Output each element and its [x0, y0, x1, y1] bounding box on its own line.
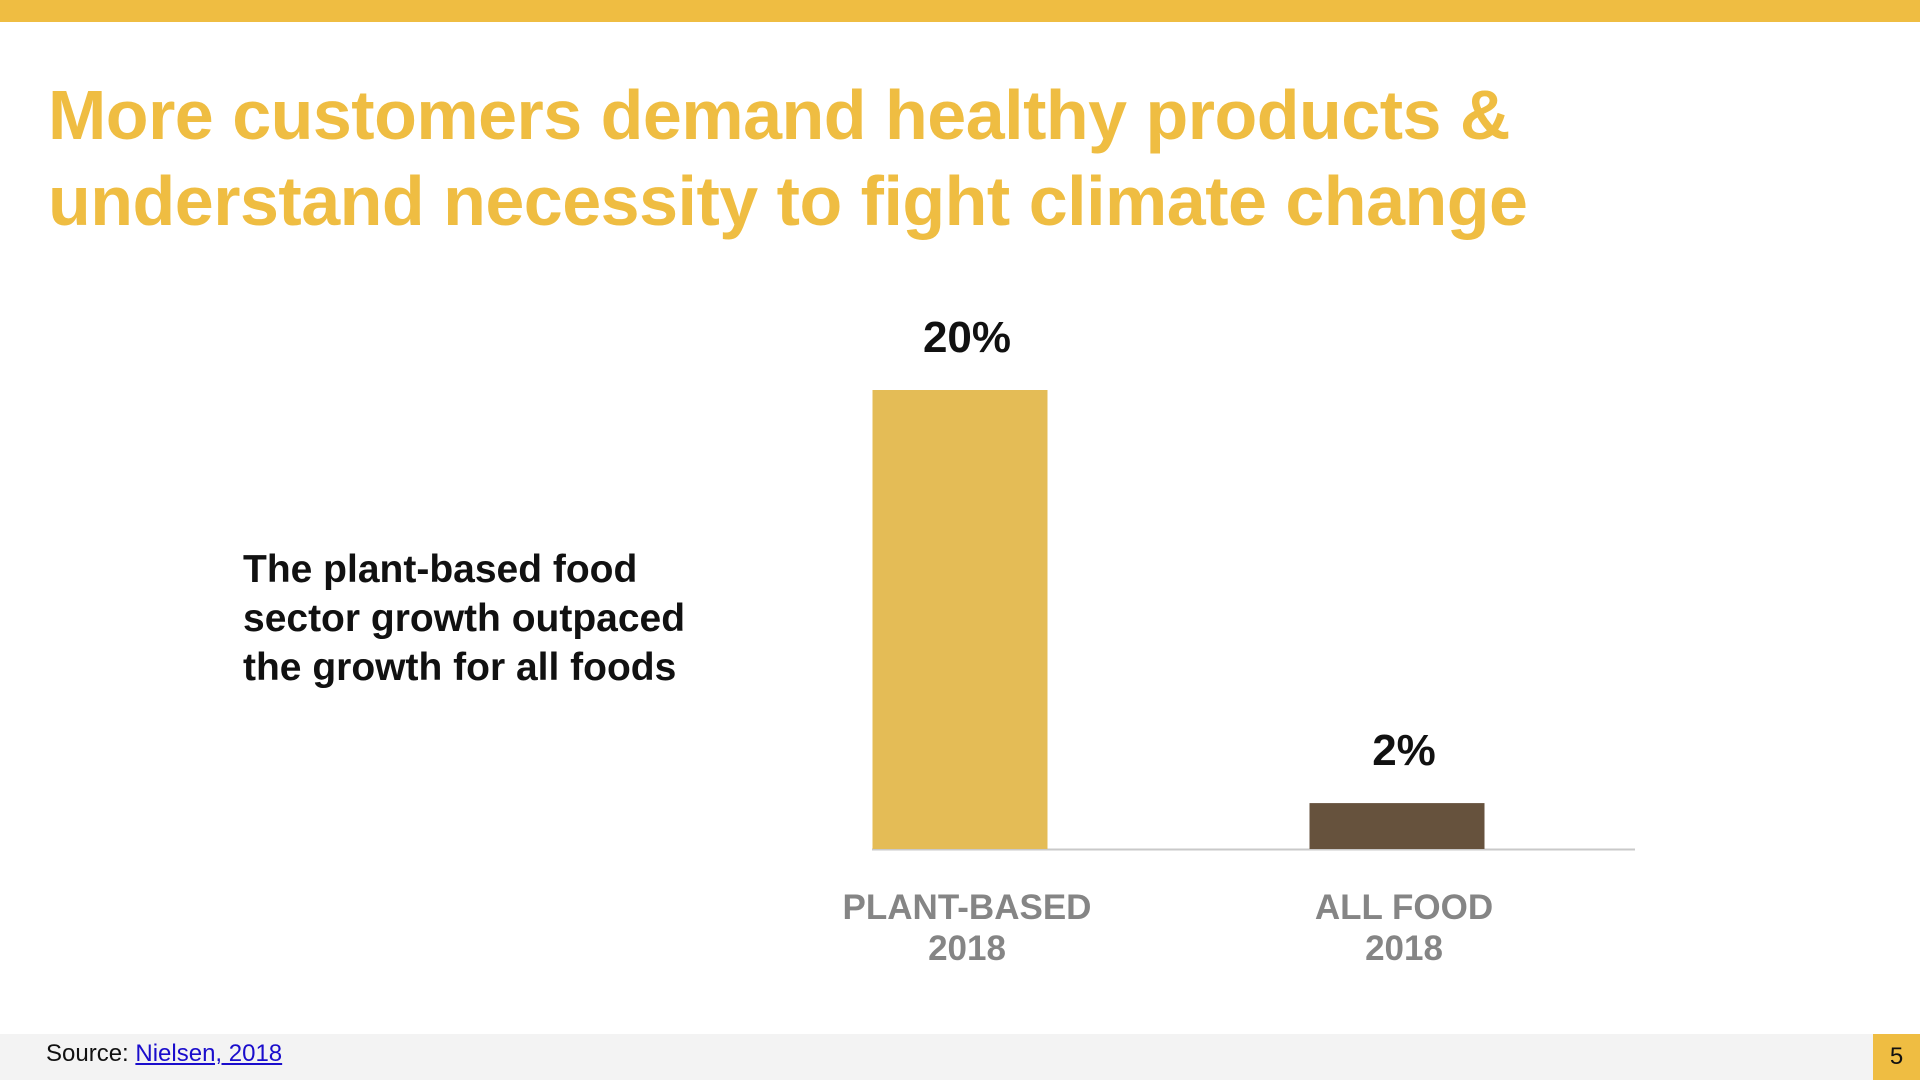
callout-text: The plant-based food sector growth outpa…: [243, 545, 763, 692]
callout-line-1: The plant-based food: [243, 548, 638, 591]
bar-all-food: [1309, 803, 1485, 849]
footer-bar: [0, 1034, 1920, 1080]
page-number: 5: [1873, 1034, 1920, 1080]
category-label-plant-based-line-1: PLANT-BASED: [843, 888, 1092, 927]
callout-line-3: the growth for all foods: [243, 646, 677, 689]
slide-title-line-2: understand necessity to fight climate ch…: [48, 162, 1528, 240]
bar-plant-based: [872, 390, 1048, 849]
slide-title-line-1: More customers demand healthy products &: [48, 76, 1510, 154]
source-prefix: Source:: [46, 1040, 129, 1067]
slide-title: More customers demand healthy products &…: [48, 72, 1748, 244]
data-label-all-food: 2%: [1372, 726, 1436, 775]
source-citation: Source: Nielsen, 2018: [46, 1040, 282, 1068]
category-label-all-food-line-1: ALL FOOD: [1315, 888, 1493, 927]
category-label-all-food-line-2: 2018: [1365, 929, 1443, 968]
data-label-plant-based: 20%: [923, 313, 1011, 362]
callout-line-2: sector growth outpaced: [243, 597, 686, 640]
top-accent-bar: [0, 0, 1920, 22]
source-link[interactable]: Nielsen, 2018: [135, 1040, 283, 1067]
category-label-plant-based-line-2: 2018: [928, 929, 1006, 968]
